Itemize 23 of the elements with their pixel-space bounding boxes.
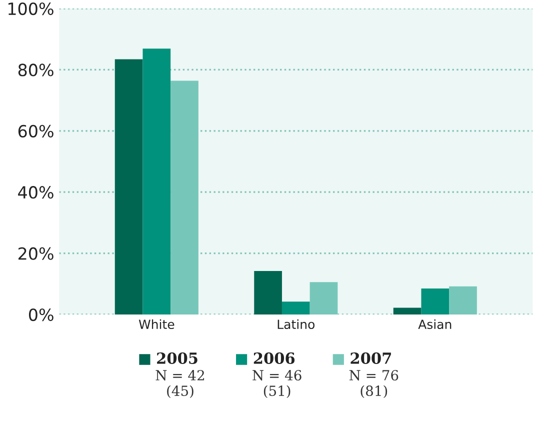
legend-label: 2006 [254,352,295,364]
bar [282,302,310,314]
y-tick-label: 0% [28,308,54,322]
bar [393,308,422,314]
x-tick-label: Latino [278,319,314,330]
y-tick-label: 60% [18,124,54,138]
bar [254,271,282,314]
x-tick-label: Asian [418,319,452,330]
bar [142,48,171,314]
bar [170,80,198,314]
text: N = 42 (45) [156,370,204,398]
x-tick-label: White [138,319,174,330]
bar [421,288,450,314]
y-tick-label: 80% [18,64,54,76]
bar [449,286,477,314]
bar [114,59,143,314]
text: N = 76 (81) [349,370,398,398]
legend-label: 2005 [157,352,198,364]
legend-label: 2007 [350,352,391,364]
y-tick-label: 100% [8,2,54,16]
text: N = 46 (51) [252,370,302,398]
y-tick-label: 20% [18,247,54,260]
y-tick-label: 40% [18,186,54,199]
